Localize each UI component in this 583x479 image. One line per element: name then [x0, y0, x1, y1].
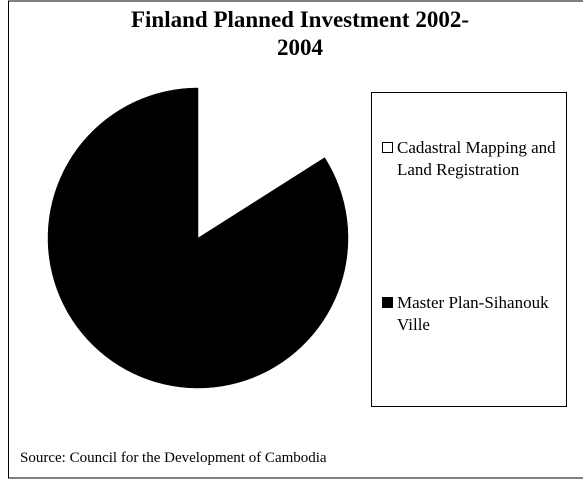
pie-slice — [197, 87, 325, 239]
legend-swatch — [382, 297, 393, 308]
frame — [8, 0, 583, 479]
source-note: Source: Council for the Development of C… — [20, 450, 327, 466]
pie-slice — [47, 87, 349, 389]
chart-title: Finland Planned Investment 2002-2004 — [130, 7, 469, 60]
legend-label: Master Plan-Sihanouk Ville — [397, 293, 549, 334]
legend: Cadastral Mapping and Land Registration M… — [371, 92, 567, 407]
legend-swatch — [382, 142, 393, 153]
legend-label: Cadastral Mapping and Land Registration — [397, 138, 556, 179]
